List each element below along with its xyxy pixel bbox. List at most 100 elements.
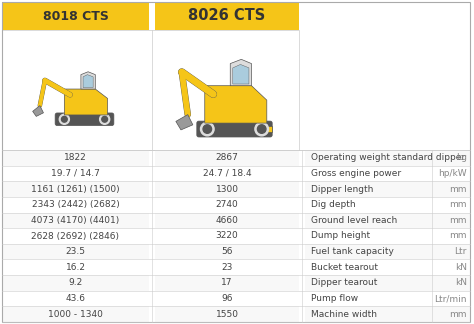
Text: 56: 56 <box>221 247 233 256</box>
Text: 1000 - 1340: 1000 - 1340 <box>48 310 103 319</box>
FancyBboxPatch shape <box>435 291 470 307</box>
FancyBboxPatch shape <box>305 197 435 213</box>
Text: 2343 (2442) (2682): 2343 (2442) (2682) <box>32 200 119 209</box>
FancyBboxPatch shape <box>435 307 470 322</box>
FancyBboxPatch shape <box>2 307 149 322</box>
FancyBboxPatch shape <box>155 260 299 275</box>
FancyBboxPatch shape <box>305 228 435 244</box>
Circle shape <box>59 114 69 124</box>
FancyBboxPatch shape <box>2 30 299 150</box>
Text: Dipper length: Dipper length <box>311 185 374 194</box>
FancyBboxPatch shape <box>2 244 149 260</box>
FancyBboxPatch shape <box>435 260 470 275</box>
FancyBboxPatch shape <box>2 213 149 228</box>
Text: 16.2: 16.2 <box>65 263 85 272</box>
Text: Ltr/min: Ltr/min <box>435 294 467 303</box>
Text: 1822: 1822 <box>64 153 87 162</box>
Text: Bucket tearout: Bucket tearout <box>311 263 378 272</box>
FancyBboxPatch shape <box>197 121 272 137</box>
FancyBboxPatch shape <box>260 126 272 133</box>
Text: mm: mm <box>449 200 467 209</box>
Text: hp/kW: hp/kW <box>438 169 467 178</box>
FancyBboxPatch shape <box>305 307 435 322</box>
Text: 4660: 4660 <box>216 216 238 225</box>
FancyBboxPatch shape <box>435 197 470 213</box>
FancyBboxPatch shape <box>155 228 299 244</box>
Text: 1550: 1550 <box>216 310 238 319</box>
FancyBboxPatch shape <box>435 181 470 197</box>
FancyBboxPatch shape <box>435 244 470 260</box>
Text: kg: kg <box>456 153 467 162</box>
Circle shape <box>203 125 211 133</box>
Text: 2628 (2692) (2846): 2628 (2692) (2846) <box>31 232 119 240</box>
FancyBboxPatch shape <box>305 275 435 291</box>
Text: kN: kN <box>455 278 467 287</box>
Circle shape <box>102 116 108 122</box>
Text: 24.7 / 18.4: 24.7 / 18.4 <box>203 169 251 178</box>
Text: Dig depth: Dig depth <box>311 200 356 209</box>
Text: 1300: 1300 <box>216 185 238 194</box>
Text: 96: 96 <box>221 294 233 303</box>
FancyBboxPatch shape <box>305 181 435 197</box>
Text: Pump flow: Pump flow <box>311 294 358 303</box>
Text: 23: 23 <box>221 263 233 272</box>
Polygon shape <box>230 59 252 86</box>
Text: 17: 17 <box>221 278 233 287</box>
Polygon shape <box>176 115 193 130</box>
FancyBboxPatch shape <box>305 166 435 181</box>
FancyBboxPatch shape <box>2 2 149 30</box>
FancyBboxPatch shape <box>155 307 299 322</box>
Text: 43.6: 43.6 <box>65 294 85 303</box>
Text: Dump height: Dump height <box>311 232 370 240</box>
Polygon shape <box>233 64 249 84</box>
Text: 19.7 / 14.7: 19.7 / 14.7 <box>51 169 100 178</box>
FancyBboxPatch shape <box>305 244 435 260</box>
Text: 3220: 3220 <box>216 232 238 240</box>
FancyBboxPatch shape <box>2 197 149 213</box>
Text: mm: mm <box>449 216 467 225</box>
Text: 2867: 2867 <box>216 153 238 162</box>
Text: mm: mm <box>449 232 467 240</box>
Text: mm: mm <box>449 310 467 319</box>
FancyBboxPatch shape <box>155 166 299 181</box>
FancyBboxPatch shape <box>305 260 435 275</box>
Circle shape <box>255 122 268 136</box>
Text: Gross engine power: Gross engine power <box>311 169 401 178</box>
Text: 23.5: 23.5 <box>65 247 85 256</box>
Text: Ltr: Ltr <box>455 247 467 256</box>
Polygon shape <box>81 72 95 89</box>
Polygon shape <box>205 86 267 123</box>
FancyBboxPatch shape <box>435 213 470 228</box>
FancyBboxPatch shape <box>435 228 470 244</box>
FancyBboxPatch shape <box>155 197 299 213</box>
FancyBboxPatch shape <box>435 275 470 291</box>
Text: 8018 CTS: 8018 CTS <box>43 9 109 22</box>
FancyBboxPatch shape <box>305 213 435 228</box>
Text: 1161 (1261) (1500): 1161 (1261) (1500) <box>31 185 120 194</box>
FancyBboxPatch shape <box>2 260 149 275</box>
FancyBboxPatch shape <box>55 113 114 126</box>
FancyBboxPatch shape <box>2 228 149 244</box>
Text: Ground level reach: Ground level reach <box>311 216 397 225</box>
FancyBboxPatch shape <box>305 291 435 307</box>
Text: Operating weight standard dipper: Operating weight standard dipper <box>311 153 465 162</box>
FancyBboxPatch shape <box>155 150 299 166</box>
FancyBboxPatch shape <box>435 166 470 181</box>
FancyBboxPatch shape <box>305 150 435 166</box>
FancyBboxPatch shape <box>155 244 299 260</box>
Text: 4073 (4170) (4401): 4073 (4170) (4401) <box>31 216 119 225</box>
FancyBboxPatch shape <box>2 181 149 197</box>
FancyBboxPatch shape <box>2 275 149 291</box>
Text: 2740: 2740 <box>216 200 238 209</box>
FancyBboxPatch shape <box>2 291 149 307</box>
FancyBboxPatch shape <box>155 291 299 307</box>
Text: mm: mm <box>449 185 467 194</box>
FancyBboxPatch shape <box>155 181 299 197</box>
FancyBboxPatch shape <box>2 166 149 181</box>
FancyBboxPatch shape <box>155 213 299 228</box>
Text: Dipper tearout: Dipper tearout <box>311 278 377 287</box>
Text: 8026 CTS: 8026 CTS <box>188 8 265 24</box>
Circle shape <box>62 116 67 122</box>
Text: Fuel tank capacity: Fuel tank capacity <box>311 247 394 256</box>
Polygon shape <box>83 75 93 87</box>
